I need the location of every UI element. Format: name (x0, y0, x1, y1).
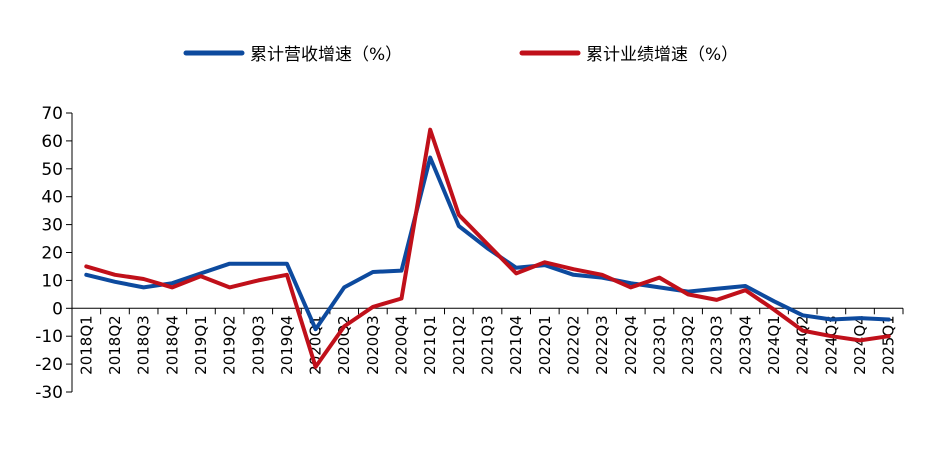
x-tick-label: 2021Q1 (421, 315, 439, 375)
x-tick-label: 2022Q2 (564, 315, 582, 375)
x-tick-label: 2018Q2 (106, 315, 124, 375)
x-tick-label: 2018Q1 (77, 315, 95, 375)
x-tick-label: 2020Q3 (364, 315, 382, 375)
y-tick-label: 20 (41, 244, 63, 264)
x-tick-label: 2018Q3 (135, 315, 153, 375)
x-tick-label: 2024Q3 (822, 315, 840, 375)
y-tick-label: -20 (35, 355, 63, 375)
series-line-1 (84, 155, 891, 332)
y-tick-label: -10 (35, 327, 63, 347)
x-axis: 2018Q1 2018Q2 2018Q3 2018Q4 2019Q1 2019Q2 2019… (71, 307, 904, 375)
y-tick-label: 0 (52, 299, 63, 319)
x-tick-label: 2022Q4 (622, 315, 640, 375)
x-tick-label: 2018Q4 (163, 315, 181, 375)
x-tick-label: 2022Q1 (536, 315, 554, 375)
y-tick-label: -30 (35, 383, 63, 403)
legend: 累计营收增速（%） 累计业绩增速（%） (183, 45, 738, 65)
x-tick-label: 2024Q1 (765, 315, 783, 375)
y-tick-label: 70 (41, 104, 63, 124)
x-tick-label: 2023Q4 (736, 315, 754, 375)
x-tick-label: 2024Q4 (851, 315, 869, 375)
y-tick-label: 10 (41, 271, 63, 291)
x-tick-label: 2019Q2 (221, 315, 239, 375)
x-tick-label: 2019Q1 (192, 315, 210, 375)
series-line-2 (84, 127, 891, 369)
legend-label-1: 累计营收增速（%） (250, 45, 402, 65)
x-tick-label: 2021Q2 (450, 315, 468, 375)
y-tick-label: 40 (41, 188, 63, 208)
x-tick-label: 2019Q4 (278, 315, 296, 375)
x-tick-label: 2023Q1 (650, 315, 668, 375)
x-tick-label: 2021Q4 (507, 315, 525, 375)
x-tick-label: 2023Q2 (679, 315, 697, 375)
y-tick-label: 30 (41, 216, 63, 236)
y-axis: -30 -20 -10 0 10 20 30 40 50 60 70 (35, 104, 73, 403)
legend-label-2: 累计业绩增速（%） (586, 45, 738, 65)
x-tick-label: 2021Q3 (479, 315, 497, 375)
x-tick-label: 2020Q4 (393, 315, 411, 375)
y-tick-label: 60 (41, 132, 63, 152)
x-tick-label: 2023Q3 (708, 315, 726, 375)
x-tick-label: 2025Q1 (880, 315, 898, 375)
x-tick-label: 2022Q3 (593, 315, 611, 375)
y-tick-label: 50 (41, 160, 63, 180)
series-lines (84, 127, 891, 369)
x-tick-label: 2019Q3 (249, 315, 267, 375)
